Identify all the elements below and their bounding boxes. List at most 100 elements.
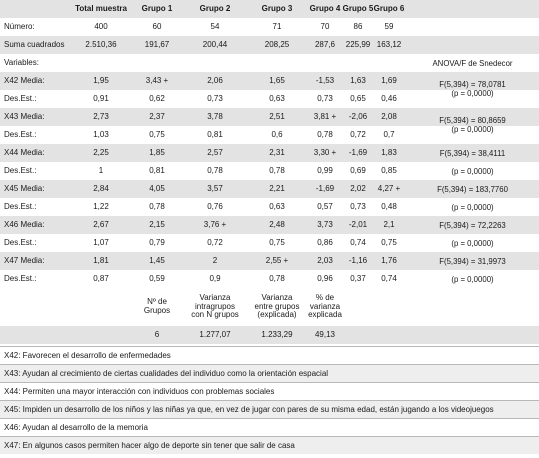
data-value: 0,78	[317, 130, 333, 139]
row-label: Des.Est.:	[4, 274, 37, 283]
anova-text: F(5,394) = 80,8659	[439, 116, 506, 126]
data-row: X45 Media: 2,84 4,05 3,57 2,21 -1,69 2,02 4,27 …	[0, 180, 539, 198]
data-value: 0,37	[350, 274, 366, 283]
anova-x45-f: F(5,394) = 183,7760	[406, 180, 539, 198]
data-value: 0,99	[317, 166, 333, 175]
data-value: 0,87	[93, 274, 109, 283]
row-label: X46 Media:	[4, 220, 45, 229]
column-header: Total muestra	[75, 4, 127, 13]
data-value: 0,63	[269, 202, 285, 211]
legend-item: X44: Permiten una mayor interacción con …	[0, 382, 539, 400]
data-value: -2,01	[348, 220, 368, 229]
data-value: 1,76	[381, 256, 397, 265]
data-value: 2,67	[93, 220, 109, 229]
suma-value: 208,25	[264, 40, 290, 49]
data-value: 2,31	[269, 148, 285, 157]
data-value: 1,81	[93, 256, 109, 265]
summary-header-line: % de	[315, 292, 335, 302]
column-header: Grupo 2	[199, 4, 231, 13]
data-value: 0,75	[269, 238, 285, 247]
summary-value: 1.277,07	[199, 330, 231, 339]
data-row: Des.Est.: 1,22 0,78 0,76 0,63 0,57 0,73 0,48	[0, 198, 539, 216]
data-value: 0,74	[381, 274, 397, 283]
data-value: 0,73	[317, 94, 333, 103]
row-label: Variables:	[4, 58, 39, 67]
summary-header: Varianza entre grupos (explicada)	[248, 288, 306, 326]
data-value: 2,48	[269, 220, 285, 229]
data-value: 0,81	[149, 166, 165, 175]
data-value: 1,95	[93, 76, 109, 85]
numero-value: 400	[94, 22, 108, 31]
data-value: 0,46	[381, 94, 397, 103]
summary-header: % de varianza explicada	[306, 288, 344, 326]
summary-header: Nº de Grupos	[132, 288, 182, 326]
data-value: 0,63	[269, 94, 285, 103]
data-value: 1,45	[149, 256, 165, 265]
summary-value: 6	[154, 330, 160, 339]
data-value: 2,21	[269, 184, 285, 193]
data-value: 0,86	[317, 238, 333, 247]
row-label: Suma cuadrados	[4, 40, 65, 49]
data-value: 2,08	[381, 112, 397, 121]
anova-text: F(5,394) = 78,0781	[439, 80, 506, 90]
legend-item: X47: En algunos casos permiten hacer alg…	[0, 436, 539, 454]
data-value: 2	[212, 256, 218, 265]
legend-item: X45: Impiden un desarrollo de los niños …	[0, 400, 539, 418]
data-value: 2,73	[93, 112, 109, 121]
data-value: 2,15	[149, 220, 165, 229]
data-row: X44 Media: 2,25 1,85 2,57 2,31 3,30 + -1,69 1,8…	[0, 144, 539, 162]
data-row: Des.Est.: 1,07 0,79 0,72 0,75 0,86 0,74 0,75	[0, 234, 539, 252]
data-row: Des.Est.: 0,91 0,62 0,73 0,63 0,73 0,65 0,46	[0, 90, 539, 108]
row-label: X43 Media:	[4, 112, 45, 121]
corner-cell	[0, 0, 70, 18]
anova-text: F(5,394) = 72,2263	[439, 220, 506, 230]
data-value: 0,85	[381, 166, 397, 175]
data-value: 1,83	[381, 148, 397, 157]
data-value: 0,75	[149, 130, 165, 139]
data-value: 3,30 +	[313, 148, 337, 157]
summary-header-line: (explicada)	[257, 310, 297, 320]
data-value: -2,06	[348, 112, 368, 121]
data-value: 0,91	[93, 94, 109, 103]
numero-value: 60	[152, 22, 162, 31]
data-value: 1,85	[149, 148, 165, 157]
data-value: -1,53	[315, 76, 335, 85]
data-value: 0,79	[149, 238, 165, 247]
suma-value: 225,99	[345, 40, 371, 49]
data-value: -1,69	[315, 184, 335, 193]
data-value: 2,1	[383, 220, 395, 229]
data-value: 1,22	[93, 202, 109, 211]
data-value: 1,07	[93, 238, 109, 247]
data-value: 2,57	[207, 148, 223, 157]
row-label: X42 Media:	[4, 76, 45, 85]
column-header: Grupo 6	[373, 4, 405, 13]
data-value: 0,72	[207, 238, 223, 247]
anova-text: (p = 0,0000)	[451, 238, 494, 248]
suma-cuadrados-row: Suma cuadrados 2.510,36 191,67 200,44 208,25…	[0, 36, 539, 54]
summary-header-row: Nº de Grupos Varianza intragrupos con N grup…	[0, 288, 539, 326]
row-label: X47 Media:	[4, 256, 45, 265]
anova-header: ANOVA/F de Snedecor	[432, 58, 513, 68]
anova-x47-p: (p = 0,0000)	[406, 270, 539, 288]
data-value: 0,72	[350, 130, 366, 139]
anova-x43: F(5,394) = 80,8659 (p = 0,0000)	[406, 108, 539, 144]
data-value: 0,74	[350, 238, 366, 247]
numero-value: 86	[353, 22, 363, 31]
data-value: 2,51	[269, 112, 285, 121]
row-label: Des.Est.:	[4, 202, 37, 211]
data-value: 3,73	[317, 220, 333, 229]
legend-item: X46: Ayudan al desarrollo de la memoria	[0, 418, 539, 436]
data-value: 0,75	[381, 238, 397, 247]
data-value: 2,37	[149, 112, 165, 121]
data-value: 3,78	[207, 112, 223, 121]
data-value: 3,81 +	[313, 112, 337, 121]
summary-header-line: con N grupos	[191, 310, 239, 320]
data-value: 0,76	[207, 202, 223, 211]
data-row: Des.Est.: 1 0,81 0,78 0,78 0,99 0,69 0,85	[0, 162, 539, 180]
row-label: Número:	[4, 22, 35, 31]
column-header: Grupo 1	[141, 4, 173, 13]
data-row: X43 Media: 2,73 2,37 3,78 2,51 3,81 + -2,06 2,0…	[0, 108, 539, 126]
data-value: 2,55 +	[265, 256, 289, 265]
data-value: 0,57	[317, 202, 333, 211]
